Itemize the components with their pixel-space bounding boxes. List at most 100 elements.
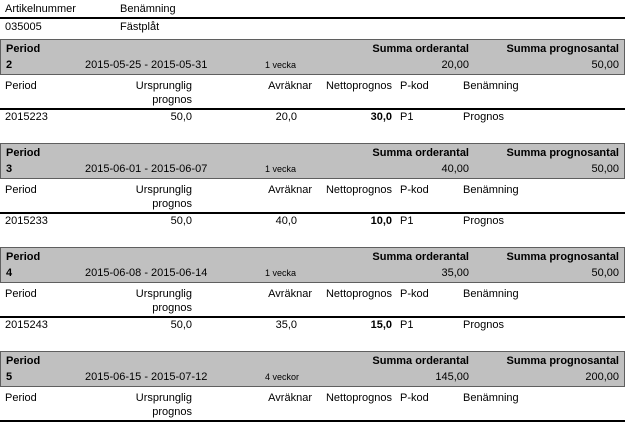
- cell-period: 2015223: [5, 111, 48, 123]
- period-date-range: 2015-05-25 - 2015-05-31: [85, 59, 208, 71]
- column-header-row: Period Ursprunglig prognos Avräknar Nett…: [0, 79, 625, 110]
- period-summary-band: Period Summa orderantal Summa prognosant…: [0, 247, 625, 283]
- cell-ursprunglig: 50,0: [170, 111, 192, 123]
- summa-orderantal-value: 35,00: [441, 267, 469, 279]
- band-label-row: Period Summa orderantal Summa prognosant…: [1, 41, 624, 57]
- period-label: Period: [6, 43, 41, 55]
- article-value-row: 035005 Fästplåt: [0, 19, 625, 35]
- period-label: Period: [6, 251, 41, 263]
- col-benamning: Benämning: [463, 288, 519, 300]
- summa-prognosantal-label: Summa prognosantal: [506, 251, 619, 263]
- summa-orderantal-value: 145,00: [435, 371, 469, 383]
- artikelnummer-label: Artikelnummer: [5, 3, 76, 15]
- col-nettoprognos: Nettoprognos: [325, 392, 392, 404]
- period-summary-band: Period Summa orderantal Summa prognosant…: [0, 351, 625, 387]
- cell-ursprunglig: 50,0: [170, 319, 192, 331]
- cell-pkod: P1: [400, 215, 414, 227]
- table-row: 2015243 50,0 35,0 15,0 P1 Prognos: [0, 318, 625, 333]
- period-section-2: Period Summa orderantal Summa prognosant…: [0, 39, 625, 143]
- period-number: 4: [6, 267, 13, 279]
- col-nettoprognos: Nettoprognos: [325, 288, 392, 300]
- col-pkod: P-kod: [400, 392, 429, 404]
- summa-orderantal-label: Summa orderantal: [372, 251, 469, 263]
- cell-period: 2015233: [5, 215, 48, 227]
- band-value-row: 4 2015-06-08 - 2015-06-14 1 vecka 35,00 …: [1, 265, 624, 281]
- period-duration: 1 vecka: [265, 164, 297, 174]
- summa-orderantal-value: 40,00: [441, 163, 469, 175]
- period-summary-band: Period Summa orderantal Summa prognosant…: [0, 143, 625, 179]
- col-pkod: P-kod: [400, 80, 429, 92]
- article-header-row: Artikelnummer Benämning: [0, 0, 625, 19]
- col-benamning: Benämning: [463, 392, 519, 404]
- col-pkod: P-kod: [400, 288, 429, 300]
- period-date-range: 2015-06-15 - 2015-07-12: [85, 371, 208, 383]
- col-avraknar: Avräknar: [268, 184, 312, 196]
- col-period: Period: [5, 80, 37, 92]
- column-header-row: Period Ursprunglig prognos Avräknar Nett…: [0, 391, 625, 422]
- col-pkod: P-kod: [400, 184, 429, 196]
- period-duration: 1 vecka: [265, 60, 297, 70]
- col-avraknar: Avräknar: [268, 80, 312, 92]
- col-ursprunglig-prognos: Ursprunglig prognos: [135, 184, 192, 210]
- col-ursprunglig-prognos: Ursprunglig prognos: [135, 288, 192, 314]
- col-period: Period: [5, 392, 37, 404]
- period-section-5: Period Summa orderantal Summa prognosant…: [0, 351, 625, 423]
- cell-avraknar: 40,0: [275, 215, 297, 227]
- col-ursprunglig-prognos: Ursprunglig prognos: [135, 392, 192, 418]
- summa-prognosantal-value: 50,00: [591, 267, 619, 279]
- band-label-row: Period Summa orderantal Summa prognosant…: [1, 249, 624, 265]
- band-value-row: 2 2015-05-25 - 2015-05-31 1 vecka 20,00 …: [1, 57, 624, 73]
- band-label-row: Period Summa orderantal Summa prognosant…: [1, 353, 624, 369]
- col-nettoprognos: Nettoprognos: [325, 80, 392, 92]
- cell-pkod: P1: [400, 319, 414, 331]
- cell-netto: 30,0: [370, 111, 392, 123]
- col-nettoprognos: Nettoprognos: [325, 184, 392, 196]
- period-section-4: Period Summa orderantal Summa prognosant…: [0, 247, 625, 351]
- period-duration: 4 veckor: [265, 372, 300, 382]
- cell-pkod: P1: [400, 111, 414, 123]
- band-label-row: Period Summa orderantal Summa prognosant…: [1, 145, 624, 161]
- summa-orderantal-value: 20,00: [441, 59, 469, 71]
- band-value-row: 3 2015-06-01 - 2015-06-07 1 vecka 40,00 …: [1, 161, 624, 177]
- cell-ursprunglig: 50,0: [170, 215, 192, 227]
- summa-orderantal-label: Summa orderantal: [372, 355, 469, 367]
- period-label: Period: [6, 355, 41, 367]
- col-avraknar: Avräknar: [268, 288, 312, 300]
- summa-orderantal-label: Summa orderantal: [372, 43, 469, 55]
- cell-avraknar: 35,0: [275, 319, 297, 331]
- cell-avraknar: 20,0: [275, 111, 297, 123]
- cell-period: 2015243: [5, 319, 48, 331]
- band-value-row: 5 2015-06-15 - 2015-07-12 4 veckor 145,0…: [1, 369, 624, 385]
- table-row: 2015223 50,0 20,0 30,0 P1 Prognos: [0, 110, 625, 125]
- benamning-label: Benämning: [120, 3, 176, 15]
- period-number: 3: [6, 163, 13, 175]
- period-number: 5: [6, 371, 13, 383]
- artikelnummer-value: 035005: [5, 21, 42, 33]
- table-row: 2015233 50,0 40,0 10,0 P1 Prognos: [0, 214, 625, 229]
- col-period: Period: [5, 288, 37, 300]
- summa-orderantal-label: Summa orderantal: [372, 147, 469, 159]
- period-label: Period: [6, 147, 41, 159]
- period-date-range: 2015-06-08 - 2015-06-14: [85, 267, 208, 279]
- benamning-value: Fästplåt: [120, 21, 160, 33]
- summa-prognosantal-label: Summa prognosantal: [506, 355, 619, 367]
- cell-netto: 10,0: [370, 215, 392, 227]
- col-benamning: Benämning: [463, 80, 519, 92]
- period-duration: 1 vecka: [265, 268, 297, 278]
- cell-benamning: Prognos: [463, 111, 504, 123]
- period-number: 2: [6, 59, 13, 71]
- col-ursprunglig-prognos: Ursprunglig prognos: [135, 80, 192, 106]
- column-header-row: Period Ursprunglig prognos Avräknar Nett…: [0, 183, 625, 214]
- period-section-3: Period Summa orderantal Summa prognosant…: [0, 143, 625, 247]
- period-date-range: 2015-06-01 - 2015-06-07: [85, 163, 208, 175]
- summa-prognosantal-value: 50,00: [591, 59, 619, 71]
- summa-prognosantal-label: Summa prognosantal: [506, 43, 619, 55]
- col-avraknar: Avräknar: [268, 392, 312, 404]
- cell-benamning: Prognos: [463, 319, 504, 331]
- col-benamning: Benämning: [463, 184, 519, 196]
- period-summary-band: Period Summa orderantal Summa prognosant…: [0, 39, 625, 75]
- column-header-row: Period Ursprunglig prognos Avräknar Nett…: [0, 287, 625, 318]
- cell-netto: 15,0: [370, 319, 392, 331]
- col-period: Period: [5, 184, 37, 196]
